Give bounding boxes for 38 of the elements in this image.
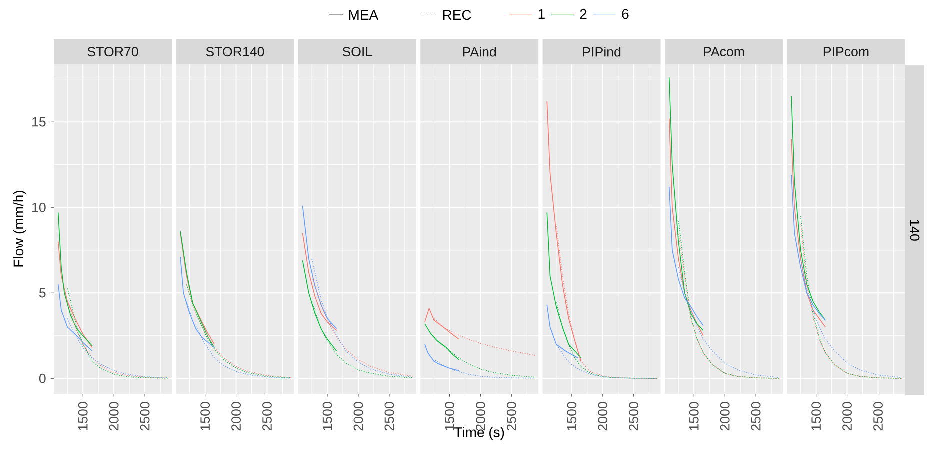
chart-title: SOIL (342, 47, 372, 57)
text: MEA (349, 10, 379, 20)
x-tick-label: 2500 (140, 402, 150, 431)
chart-title: PIPcom (824, 47, 869, 57)
x-tick-label: 2500 (751, 402, 761, 431)
x-tick-label: 1500 (689, 402, 699, 430)
x-tick-label: 2000 (598, 402, 608, 431)
x-tick-label: 2500 (874, 402, 883, 431)
legend-label: 6 (622, 9, 629, 20)
x-tick-label: 2000 (842, 402, 852, 431)
x-tick-label: 2500 (384, 402, 394, 431)
y-axis-title: Flow (mm/h) (13, 191, 26, 267)
y-tick-label: 0 (39, 374, 46, 384)
x-tick-label: 2000 (109, 402, 119, 431)
x-tick-label: 1500 (200, 402, 210, 430)
x-tick-label: 1500 (567, 402, 577, 430)
legend-label: 2 (580, 9, 587, 20)
x-tick-label: 2000 (720, 402, 730, 431)
text: 140 (910, 220, 920, 241)
x-tick-label: 2000 (232, 402, 242, 431)
x-tick-label: 1500 (322, 402, 332, 430)
x-tick-label: 1500 (78, 402, 88, 430)
x-tick-label: 2500 (506, 402, 516, 431)
x-tick-label: 1500 (812, 402, 822, 430)
chart-title: PAcom (704, 47, 744, 57)
x-tick-label: 1500 (445, 402, 454, 430)
x-tick-label: 2500 (262, 402, 272, 431)
chart-title: PIPind (583, 47, 621, 57)
x-tick-label: 2500 (629, 402, 639, 431)
chart-title: STOR70 (88, 47, 138, 57)
text: REC (443, 10, 472, 20)
legend-label: 1 (538, 9, 545, 19)
y-tick-label: 5 (39, 288, 46, 298)
chart-title: PAind (463, 47, 496, 57)
chart-title: STOR140 (206, 47, 264, 57)
x-tick-label: 2000 (354, 402, 364, 431)
y-tick-label: 15 (32, 117, 46, 127)
y-tick-label: 10 (32, 202, 46, 212)
